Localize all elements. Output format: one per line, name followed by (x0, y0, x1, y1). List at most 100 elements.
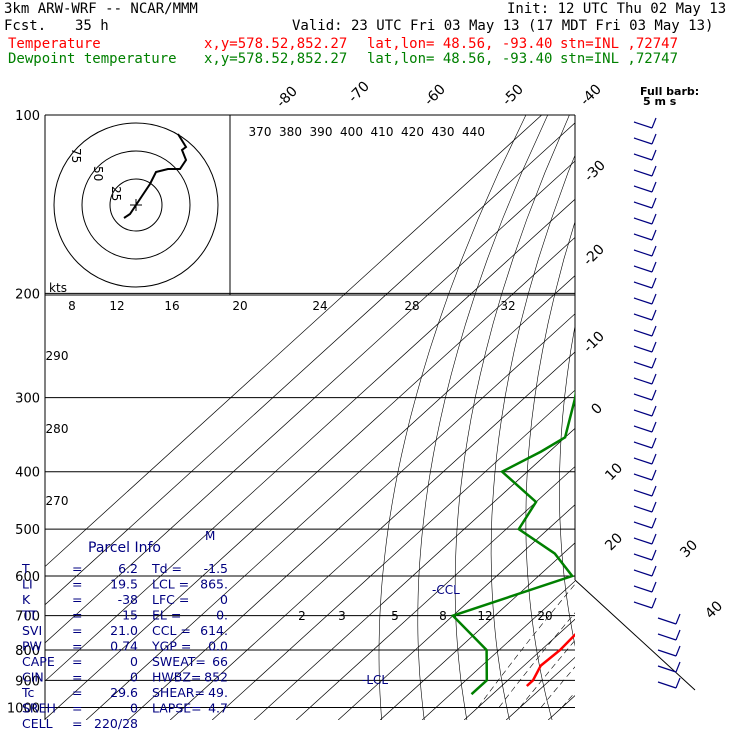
isotherm-label: 40 (702, 598, 726, 622)
hodograph-speed-label: 24 (312, 299, 327, 313)
hodograph-speed-label: 12 (109, 299, 124, 313)
dry-adiabat-line (683, 115, 740, 720)
parcel-info-cell: PW (22, 639, 42, 654)
parcel-info-cell: T (21, 561, 30, 576)
theta-label: 420 (401, 125, 424, 139)
wind-barb-staff (633, 265, 653, 273)
wind-barb-flag (675, 629, 681, 641)
wind-barb-flag (651, 117, 657, 129)
dry-adiabat-line (378, 115, 527, 720)
wind-barb-flag (651, 405, 657, 417)
pressure-tick-label: 500 (15, 523, 40, 538)
moist-adiabat-line (561, 691, 575, 708)
parcel-info-cell: = (72, 608, 82, 623)
parcel-info-cell: 0 (130, 654, 138, 669)
isotherm-line (463, 618, 575, 720)
hodograph-ring-label: 50 (91, 166, 105, 181)
pressure-tick-label: 100 (15, 109, 40, 124)
wind-barb-flag (675, 677, 681, 689)
wind-barb-staff (633, 169, 653, 177)
parcel-info-cell: 0 (220, 592, 228, 607)
wind-barb-staff (633, 153, 653, 161)
sounding-annotation: -LCL (362, 673, 388, 687)
moist-adiabat-line (519, 639, 575, 708)
wind-barb-flag (651, 341, 657, 353)
wind-barb-staff (633, 425, 653, 433)
pressure-tick-label: 900 (15, 674, 40, 689)
isotherm-label: -10 (580, 328, 607, 355)
parcel-info-cell: 21.0 (110, 623, 138, 638)
dewpoint-legend: Dewpoint temperature (8, 51, 177, 67)
wind-barb-flag (651, 261, 657, 273)
mixing-ratio-label: 20 (537, 609, 552, 623)
wind-barb-flag (651, 229, 657, 241)
forecast-hour: 35 h (75, 18, 109, 34)
wind-barb-staff (633, 361, 653, 369)
wind-barb-staff (633, 409, 653, 417)
wind-barb-flag (651, 485, 657, 497)
parcel-info-cell: 865. (200, 577, 228, 592)
isotherm-line (45, 236, 575, 720)
parcel-info-cell: 4.7 (208, 701, 228, 716)
theta-label-left: 280 (46, 422, 69, 436)
wind-legend-line1: Full barb: (640, 85, 699, 98)
parcel-info-cell: -38 (118, 592, 138, 607)
hodograph-speed-label: 20 (232, 299, 247, 313)
temperature-station: stn=INL ,72747 (560, 36, 679, 52)
wind-barb-flag (651, 469, 657, 481)
mixing-ratio-label: 2 (298, 609, 306, 623)
hodograph-speed-label: 32 (500, 299, 515, 313)
temperature-legend: Temperature (8, 36, 101, 52)
wind-barb-flag (675, 661, 681, 673)
isotherm-line (211, 389, 575, 720)
wind-barb-staff (633, 393, 653, 401)
wind-barb-staff (657, 681, 677, 689)
parcel-info-cell: 66 (212, 654, 228, 669)
wind-barb-flag (651, 373, 657, 385)
wind-barb-staff (633, 233, 653, 241)
isotherm-label: -50 (499, 81, 526, 108)
parcel-info-cell: HWBZ= (152, 670, 201, 685)
parcel-info-cell: 49. (208, 685, 228, 700)
hodograph-ring (109, 178, 163, 232)
parcel-info-cell: 19.5 (110, 577, 138, 592)
parcel-info-cell: TT (21, 608, 37, 623)
wind-barb-staff (657, 633, 677, 641)
isotherm-line (379, 542, 575, 720)
wind-barb-staff (633, 201, 653, 209)
wind-barb-flag (651, 309, 657, 321)
isotherm-label: 0 (588, 400, 606, 418)
wind-barb-flag (651, 389, 657, 401)
wind-barb-flag (651, 357, 657, 369)
theta-label: 390 (310, 125, 333, 139)
wind-barb-flag (651, 165, 657, 177)
pressure-tick-label: 600 (15, 570, 40, 585)
wind-barb-flag (651, 293, 657, 305)
wind-barb-flag (651, 245, 657, 257)
wind-barb-flag (651, 213, 657, 225)
dry-adiabat-line (490, 154, 575, 720)
parcel-info-cell: CAPE (22, 654, 55, 669)
dewpoint-station: stn=INL ,72747 (560, 51, 679, 67)
temperature-xy: x,y=578.52,852.27 (204, 36, 348, 52)
isotherm-line (337, 504, 575, 720)
sounding-annotation: -CCL (432, 583, 460, 597)
dewpoint-xy: x,y=578.52,852.27 (204, 51, 348, 67)
wind-barb-staff (633, 505, 653, 513)
hodograph-speed-label: kts (49, 281, 67, 295)
wind-barb-flag (651, 133, 657, 145)
parcel-info-cell: 0. (216, 608, 228, 623)
parcel-info-cell: YGP = (151, 639, 191, 654)
wind-barb-staff (633, 313, 653, 321)
wind-barb-flag (651, 181, 657, 193)
wind-barb-flag (651, 421, 657, 433)
dry-adiabat-line (417, 115, 548, 720)
parcel-info-cell: = (72, 623, 82, 638)
forecast-label: Fcst. (4, 18, 47, 34)
wind-barb-flag (651, 565, 657, 577)
pressure-tick-label: 1000 (7, 701, 40, 716)
theta-label: 430 (432, 125, 455, 139)
parcel-info-panel: Parcel Info T = 6.2 Td = -1.5 LI = 19.5 LCL = 865.… (21, 540, 228, 731)
wind-barb-flag (651, 581, 657, 593)
parcel-info-cell: = (72, 577, 82, 592)
